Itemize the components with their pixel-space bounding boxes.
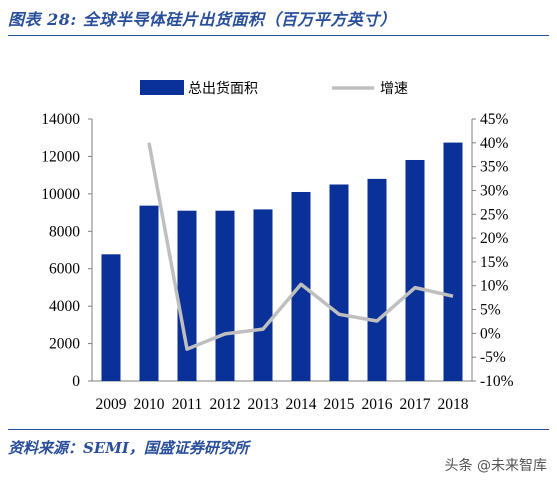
x-tick-label: 2015 (324, 396, 355, 413)
bar (443, 142, 463, 381)
chart-title: 图表 28: 全球半导体硅片出货面积（百万平方英寸） (8, 10, 397, 29)
x-tick-label: 2011 (172, 396, 202, 413)
y-right-tick-label: 35% (480, 159, 509, 176)
x-tick-label: 2010 (134, 396, 165, 413)
bar (139, 205, 159, 381)
bar (367, 178, 387, 381)
y-right-tick-label: 10% (480, 278, 509, 295)
y-right-tick-label: -5% (480, 349, 506, 366)
tick-labels: 0 2000 4000 6000 8000 10000 12000 14000 -10% -5% 0… (41, 111, 513, 413)
y-right-tick-label: 0% (480, 325, 501, 342)
y-right-tick-label: 30% (480, 182, 509, 199)
x-tick-label: 2016 (362, 396, 393, 413)
bar (329, 184, 349, 381)
bar (101, 254, 121, 381)
x-tick-label: 2009 (96, 396, 127, 413)
x-tick-label: 2017 (400, 396, 431, 413)
y-right-tick-label: 45% (480, 111, 509, 128)
bar (177, 210, 197, 381)
y-right-tick-label: -10% (480, 373, 514, 390)
bar (215, 210, 235, 381)
y-right-tick-label: 20% (480, 230, 509, 247)
bar (405, 159, 425, 381)
y-left-tick-label: 14000 (41, 111, 80, 128)
title-divider (8, 35, 549, 36)
x-tick-label: 2013 (248, 396, 279, 413)
bar (253, 209, 273, 381)
legend-label-line: 增速 (380, 81, 408, 97)
y-left-tick-label: 4000 (49, 298, 80, 315)
y-right-tick-label: 5% (480, 302, 501, 319)
legend-swatch-bar (140, 80, 184, 95)
y-right-tick-label: 40% (480, 135, 509, 152)
legend: 总出货面积 增速 (140, 80, 408, 97)
x-tick-label: 2012 (210, 396, 241, 413)
source-divider (8, 429, 549, 430)
bar-series (101, 142, 463, 381)
y-left-tick-label: 6000 (49, 261, 80, 278)
source-note: 资料来源：SEMI，国盛证券研究所 (8, 439, 249, 457)
watermark: 头条 @未来智库 (444, 458, 547, 474)
x-tick-label: 2014 (286, 396, 317, 413)
y-left-tick-label: 10000 (41, 186, 80, 203)
y-left-tick-label: 8000 (49, 223, 80, 240)
y-left-tick-label: 0 (72, 373, 80, 390)
x-tick-label: 2018 (438, 396, 469, 413)
y-left-tick-label: 2000 (49, 336, 80, 353)
y-left-tick-label: 12000 (41, 148, 80, 165)
y-right-tick-label: 15% (480, 254, 509, 271)
line-series (147, 142, 454, 351)
legend-label-bar: 总出货面积 (188, 80, 258, 97)
y-right-tick-label: 25% (480, 206, 509, 223)
chart-canvas: 总出货面积 增速 0 2000 4000 6000 8000 10000 12000 1400… (41, 80, 514, 413)
